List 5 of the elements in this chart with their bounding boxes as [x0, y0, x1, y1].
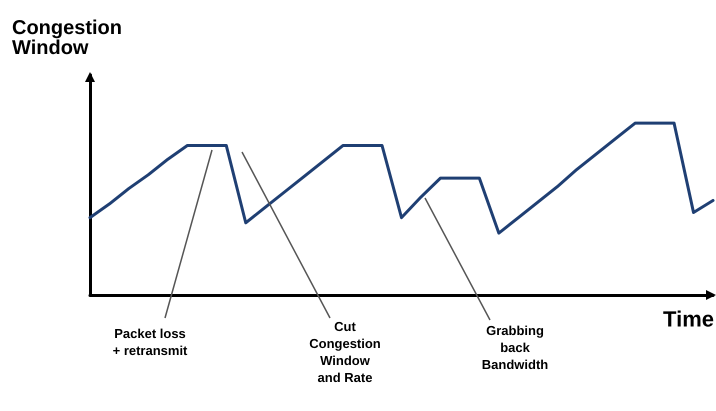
x-axis-title: Time [663, 306, 714, 332]
text: Cut Congestion Window and Rate [309, 319, 381, 385]
text: Packet loss + retransmit [112, 326, 188, 358]
text: Grabbing back Bandwidth [482, 323, 548, 372]
y-axis-title: Congestion Window [12, 17, 122, 59]
